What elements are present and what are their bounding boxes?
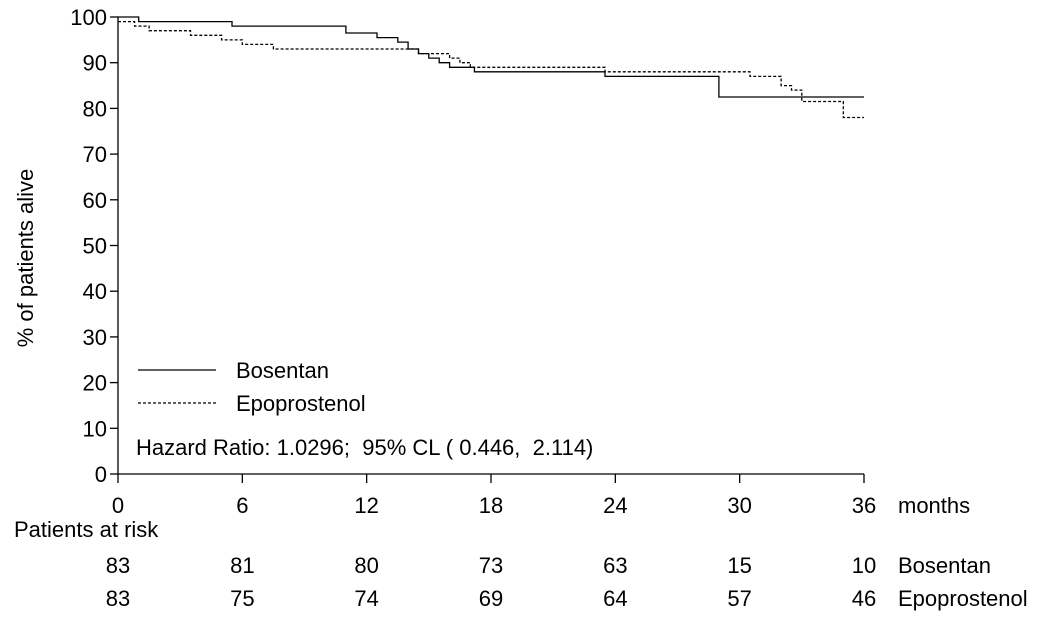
risk-table: 83 81 80 73 63 15 10 Bosentan 83 75 74 69 64 57 46 Epop… [106, 553, 1028, 611]
y-tick-label: 50 [83, 234, 107, 259]
y-tick-label: 40 [83, 279, 107, 304]
y-tick-label: 60 [83, 188, 107, 213]
legend: Bosentan Epoprostenol [138, 358, 366, 416]
y-tick-label: 90 [83, 51, 107, 76]
risk-table-cell: 73 [479, 553, 503, 578]
x-tick-label: 18 [479, 493, 503, 518]
y-tick-label: 30 [83, 325, 107, 350]
y-axis-label: % of patients alive [13, 169, 38, 348]
y-tick-label: 80 [83, 96, 107, 121]
risk-table-cell: 10 [852, 553, 876, 578]
series-line-bosentan [118, 16, 864, 98]
risk-table-cell: 64 [603, 586, 627, 611]
risk-table-cell: 69 [479, 586, 503, 611]
axes: 0 10 20 30 40 50 60 70 80 90 100 0 6 12 18 24 30 36 [70, 5, 876, 518]
x-tick-label: 6 [236, 493, 248, 518]
x-tick-label: 30 [727, 493, 751, 518]
x-axis-unit-label: months [898, 493, 970, 518]
risk-table-cell: 75 [230, 586, 254, 611]
risk-table-row-label: Bosentan [898, 553, 991, 578]
x-tick-label: 12 [354, 493, 378, 518]
legend-label-bosentan: Bosentan [236, 358, 329, 383]
y-tick-label: 20 [83, 371, 107, 396]
y-tick-label: 70 [83, 142, 107, 167]
survival-curves [118, 16, 864, 119]
legend-label-epoprostenol: Epoprostenol [236, 391, 366, 416]
y-tick-label: 0 [95, 462, 107, 487]
series-line-epoprostenol [118, 20, 864, 119]
y-tick-label: 10 [83, 416, 107, 441]
risk-table-title: Patients at risk [14, 517, 159, 542]
risk-table-cell: 83 [106, 553, 130, 578]
risk-table-row-label: Epoprostenol [898, 586, 1028, 611]
risk-table-cell: 74 [354, 586, 378, 611]
hazard-ratio-annotation: Hazard Ratio: 1.0296; 95% CL ( 0.446, 2.… [136, 435, 593, 460]
risk-table-cell: 15 [727, 553, 751, 578]
risk-table-cell: 81 [230, 553, 254, 578]
x-tick-label: 24 [603, 493, 627, 518]
risk-table-cell: 57 [727, 586, 751, 611]
x-tick-label: 36 [852, 493, 876, 518]
y-tick-label: 100 [70, 5, 107, 30]
risk-table-cell: 83 [106, 586, 130, 611]
risk-table-cell: 63 [603, 553, 627, 578]
risk-table-cell: 46 [852, 586, 876, 611]
risk-table-cell: 80 [354, 553, 378, 578]
x-tick-label: 0 [112, 493, 124, 518]
